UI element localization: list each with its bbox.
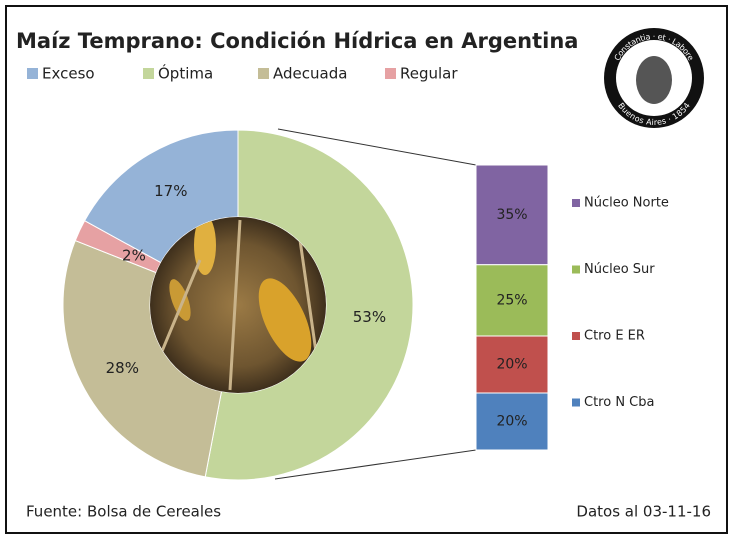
value-label: 28% — [106, 359, 139, 377]
value-label: 2% — [122, 247, 146, 265]
legend-swatch — [572, 266, 580, 274]
legend-swatch — [27, 68, 38, 79]
legend-label: Óptima — [158, 64, 213, 83]
value-label: 35% — [496, 207, 527, 223]
legend-swatch — [143, 68, 154, 79]
value-label: 20% — [496, 357, 527, 373]
logo: Constantia · et · Labore Buenos Aires · … — [604, 28, 704, 128]
legend-label: Adecuada — [273, 65, 347, 83]
value-label: 17% — [154, 182, 187, 200]
legend-label: Ctro N Cba — [584, 395, 654, 410]
legend-label: Núcleo Sur — [584, 262, 655, 277]
chart-title: Maíz Temprano: Condición Hídrica en Arge… — [16, 29, 578, 53]
page: Maíz Temprano: Condición Hídrica en Arge… — [0, 0, 733, 539]
date: Datos al 03-11-16 — [576, 503, 711, 521]
legend-label: Exceso — [42, 65, 95, 83]
legend-label: Ctro E ER — [584, 329, 645, 344]
source: Fuente: Bolsa de Cereales — [26, 503, 221, 521]
legend-swatch — [572, 399, 580, 407]
legend-label: Núcleo Norte — [584, 196, 669, 211]
value-label: 25% — [496, 292, 527, 308]
chart: Maíz Temprano: Condición Hídrica en Arge… — [0, 0, 733, 539]
legend-swatch — [385, 68, 396, 79]
value-label: 53% — [353, 308, 386, 326]
legend-swatch — [572, 332, 580, 340]
legend-label: Regular — [400, 65, 458, 83]
legend-swatch — [572, 199, 580, 207]
legend-swatch — [258, 68, 269, 79]
value-label: 20% — [496, 414, 527, 430]
